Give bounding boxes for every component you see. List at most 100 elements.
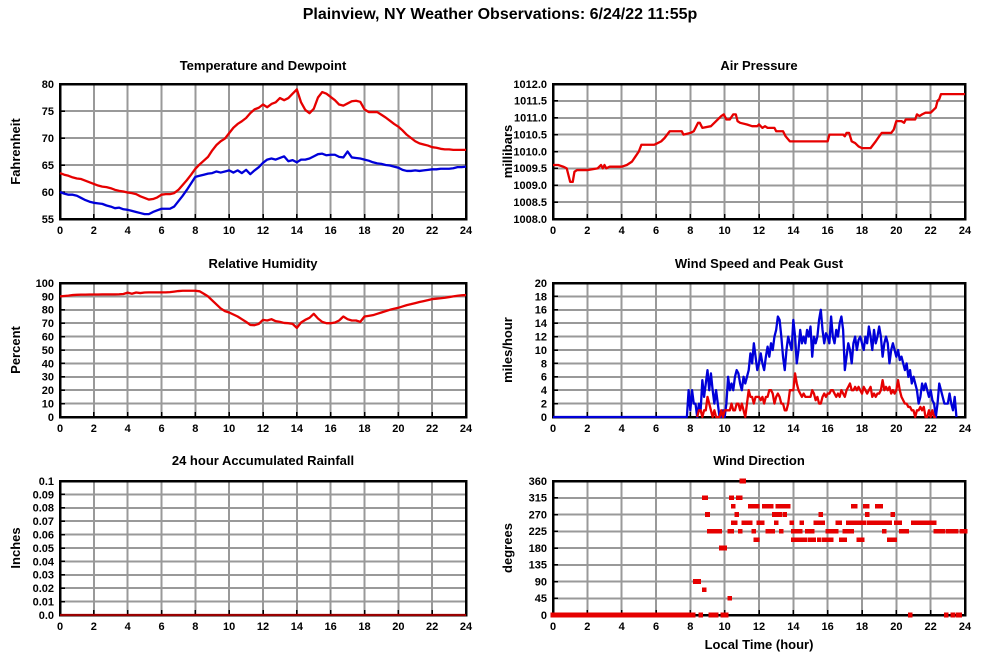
svg-text:0: 0 — [541, 412, 547, 424]
svg-text:8: 8 — [687, 423, 693, 435]
svg-text:10: 10 — [719, 423, 731, 435]
svg-text:Wind Speed and Peak Gust: Wind Speed and Peak Gust — [675, 256, 844, 271]
svg-text:8: 8 — [192, 423, 198, 435]
svg-text:6: 6 — [541, 372, 547, 384]
svg-text:16: 16 — [822, 621, 834, 633]
svg-text:2: 2 — [91, 423, 97, 435]
svg-text:24: 24 — [959, 225, 972, 237]
svg-text:24: 24 — [460, 621, 473, 633]
svg-text:0: 0 — [57, 423, 63, 435]
svg-text:24: 24 — [460, 225, 473, 237]
svg-text:0.03: 0.03 — [33, 570, 54, 582]
svg-text:1008.0: 1008.0 — [513, 214, 547, 226]
svg-text:30: 30 — [42, 372, 54, 384]
svg-text:0.07: 0.07 — [33, 516, 54, 528]
svg-text:14: 14 — [787, 225, 800, 237]
svg-text:0: 0 — [550, 225, 556, 237]
chart-accumulated-rainfall: 0 2 4 6 8 10 12 14 16 18 20 22 240.00.010.020.030.04… — [8, 453, 473, 633]
svg-text:18: 18 — [358, 621, 370, 633]
svg-text:8: 8 — [192, 225, 198, 237]
svg-text:2: 2 — [584, 423, 590, 435]
svg-text:24: 24 — [959, 423, 972, 435]
svg-text:14: 14 — [291, 621, 304, 633]
svg-text:1010.0: 1010.0 — [513, 146, 547, 158]
svg-text:1009.5: 1009.5 — [513, 163, 547, 175]
svg-text:Percent: Percent — [8, 325, 23, 373]
svg-text:16: 16 — [325, 621, 337, 633]
svg-text:0: 0 — [550, 621, 556, 633]
svg-text:270: 270 — [529, 509, 547, 521]
svg-text:Air Pressure: Air Pressure — [720, 58, 797, 73]
svg-text:10: 10 — [223, 423, 235, 435]
svg-text:1011.5: 1011.5 — [514, 96, 547, 108]
svg-text:8: 8 — [687, 621, 693, 633]
svg-text:2: 2 — [91, 225, 97, 237]
svg-text:20: 20 — [392, 621, 404, 633]
svg-text:1008.5: 1008.5 — [513, 197, 547, 209]
svg-text:12: 12 — [753, 225, 765, 237]
svg-text:20: 20 — [42, 385, 54, 397]
svg-text:20: 20 — [890, 621, 902, 633]
svg-text:20: 20 — [890, 225, 902, 237]
svg-text:24 hour Accumulated Rainfall: 24 hour Accumulated Rainfall — [172, 453, 354, 468]
svg-text:Inches: Inches — [8, 527, 23, 568]
svg-text:22: 22 — [925, 225, 937, 237]
svg-text:4: 4 — [125, 621, 132, 633]
svg-text:0.09: 0.09 — [33, 489, 54, 501]
svg-text:16: 16 — [325, 225, 337, 237]
chart-air-pressure: 0 2 4 6 8 10 12 14 16 18 20 22 241008.01008.51009.01… — [500, 58, 972, 237]
svg-text:6: 6 — [158, 621, 164, 633]
svg-text:14: 14 — [535, 318, 548, 330]
svg-text:22: 22 — [426, 423, 438, 435]
svg-text:12: 12 — [257, 225, 269, 237]
svg-text:0.05: 0.05 — [33, 543, 54, 555]
svg-text:45: 45 — [535, 593, 547, 605]
svg-text:10: 10 — [535, 345, 547, 357]
svg-text:2: 2 — [584, 621, 590, 633]
svg-text:80: 80 — [42, 305, 54, 317]
svg-text:14: 14 — [291, 423, 304, 435]
svg-text:18: 18 — [856, 423, 868, 435]
svg-text:90: 90 — [535, 576, 547, 588]
svg-text:12: 12 — [535, 331, 547, 343]
svg-text:180: 180 — [529, 543, 547, 555]
svg-text:22: 22 — [925, 423, 937, 435]
svg-text:75: 75 — [42, 106, 54, 118]
svg-text:2: 2 — [91, 621, 97, 633]
svg-text:360: 360 — [529, 476, 547, 488]
svg-text:16: 16 — [325, 423, 337, 435]
svg-text:22: 22 — [925, 621, 937, 633]
svg-text:70: 70 — [42, 318, 54, 330]
svg-text:24: 24 — [959, 621, 972, 633]
svg-text:12: 12 — [257, 621, 269, 633]
svg-text:225: 225 — [529, 526, 547, 538]
svg-text:0: 0 — [57, 621, 63, 633]
svg-text:0.02: 0.02 — [33, 583, 54, 595]
svg-text:8: 8 — [541, 358, 547, 370]
svg-text:0.01: 0.01 — [33, 596, 54, 608]
svg-text:16: 16 — [822, 423, 834, 435]
svg-text:20: 20 — [535, 278, 547, 290]
svg-text:Temperature and Dewpoint: Temperature and Dewpoint — [180, 58, 347, 73]
svg-text:4: 4 — [619, 225, 626, 237]
svg-text:40: 40 — [42, 358, 54, 370]
svg-text:135: 135 — [529, 560, 547, 572]
svg-text:12: 12 — [257, 423, 269, 435]
svg-text:8: 8 — [192, 621, 198, 633]
svg-text:6: 6 — [653, 225, 659, 237]
svg-text:14: 14 — [787, 423, 800, 435]
svg-text:4: 4 — [619, 423, 626, 435]
svg-text:1009.0: 1009.0 — [513, 180, 547, 192]
svg-text:55: 55 — [42, 214, 54, 226]
svg-text:10: 10 — [719, 621, 731, 633]
chart-wind-speed-gust: 0 2 4 6 8 10 12 14 16 18 20 22 2402468101214161820Wi… — [500, 256, 972, 435]
svg-text:4: 4 — [541, 385, 548, 397]
svg-text:10: 10 — [719, 225, 731, 237]
svg-text:6: 6 — [158, 423, 164, 435]
svg-text:65: 65 — [42, 160, 54, 172]
svg-text:0.0: 0.0 — [39, 610, 54, 622]
svg-text:millibars: millibars — [500, 125, 515, 178]
svg-text:14: 14 — [291, 225, 304, 237]
svg-text:22: 22 — [426, 225, 438, 237]
chart-relative-humidity: 0 2 4 6 8 10 12 14 16 18 20 22 240102030405060708090… — [8, 256, 473, 435]
